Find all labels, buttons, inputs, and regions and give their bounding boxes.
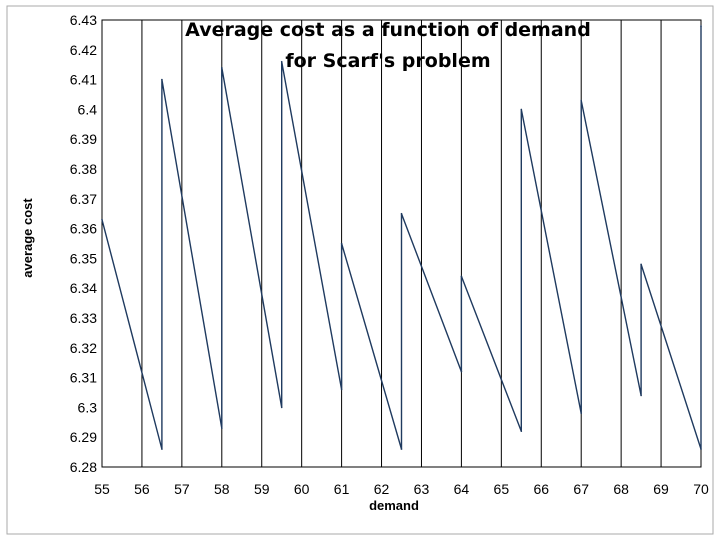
data-point (640, 394, 642, 397)
y-axis-label: average cost (20, 198, 35, 278)
data-point (580, 412, 582, 415)
data-point (221, 66, 223, 69)
y-tick-label: 6.42 (70, 42, 97, 58)
data-point (580, 99, 582, 102)
data-point (400, 212, 403, 215)
x-tick-label: 62 (374, 481, 390, 497)
y-tick-label: 6.36 (70, 221, 97, 237)
data-point (700, 25, 702, 27)
y-tick-label: 6.3 (78, 399, 98, 415)
data-point (640, 263, 642, 266)
series-line-average-cost (101, 25, 702, 450)
chart-title-line-2: for Scarf's problem (285, 50, 490, 72)
y-tick-label: 6.32 (70, 340, 97, 356)
y-tick-label: 6.43 (70, 12, 97, 28)
y-tick-label: 6.38 (70, 161, 97, 177)
y-tick-label: 6.33 (70, 310, 97, 326)
y-axis-tick-labels: 6.28 6.29 6.3 6.31 6.32 6.33 6.34 6.35 6.36 6.37 6… (70, 12, 97, 475)
x-axis-tick-labels: 55 56 57 58 59 60 61 62 63 64 65 66 67 68 69 70 (94, 481, 709, 497)
x-tick-label: 59 (254, 481, 270, 497)
x-tick-label: 61 (334, 481, 350, 497)
x-tick-label: 66 (533, 481, 549, 497)
data-point (221, 427, 223, 430)
y-tick-label: 6.28 (70, 459, 97, 475)
chart-title-line-1: Average cost as a function of demand (185, 19, 591, 41)
y-tick-label: 6.34 (70, 280, 97, 296)
y-tick-label: 6.35 (70, 250, 97, 266)
y-tick-label: 6.31 (70, 370, 97, 386)
y-tick-label: 6.41 (70, 72, 97, 88)
data-point (280, 406, 283, 409)
x-axis-label: demand (369, 498, 419, 513)
x-tick-label: 64 (454, 481, 470, 497)
x-tick-label: 69 (653, 481, 669, 497)
x-tick-label: 68 (613, 481, 629, 497)
data-points (101, 25, 702, 450)
x-tick-label: 57 (174, 481, 190, 497)
data-point (700, 448, 702, 450)
x-tick-label: 58 (214, 481, 230, 497)
data-point (460, 370, 463, 373)
x-tick-label: 70 (693, 481, 709, 497)
y-tick-label: 6.37 (70, 191, 97, 207)
x-tick-label: 60 (294, 481, 310, 497)
x-tick-label: 56 (134, 481, 150, 497)
x-tick-label: 65 (494, 481, 510, 497)
data-point (520, 430, 523, 433)
x-tick-label: 63 (414, 481, 430, 497)
y-tick-label: 6.39 (70, 131, 97, 147)
data-point (460, 275, 463, 278)
x-tick-label: 55 (94, 481, 110, 497)
data-point (340, 388, 343, 391)
data-point (520, 108, 523, 111)
data-point (161, 78, 163, 81)
data-point (340, 242, 343, 245)
data-point (161, 448, 163, 450)
data-point (101, 218, 103, 221)
y-tick-label: 6.4 (78, 101, 98, 117)
outer-frame (6, 5, 714, 535)
data-point (280, 60, 283, 63)
data-point (400, 448, 403, 450)
x-tick-label: 67 (573, 481, 589, 497)
y-tick-label: 6.29 (70, 429, 97, 445)
